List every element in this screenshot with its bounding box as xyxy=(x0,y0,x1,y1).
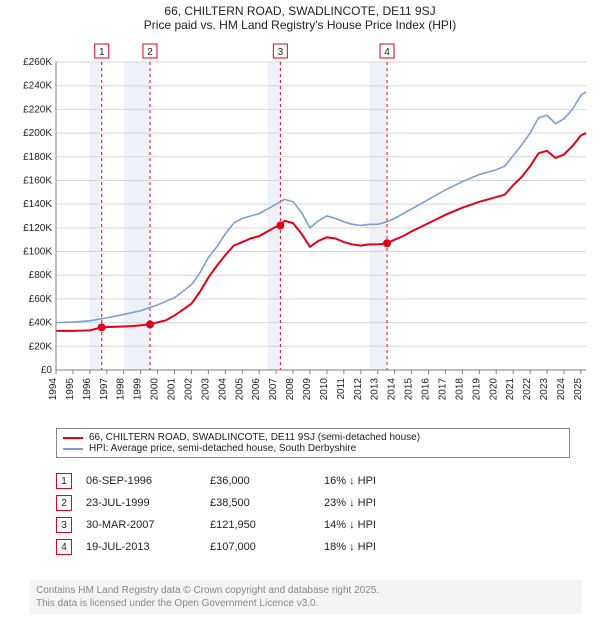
svg-text:£120K: £120K xyxy=(23,223,52,234)
svg-text:2002: 2002 xyxy=(183,378,194,401)
svg-text:2005: 2005 xyxy=(234,378,245,401)
event-number-box: 4 xyxy=(56,539,72,555)
svg-text:£100K: £100K xyxy=(23,247,52,258)
price-chart: £0 £20K £40K £60K £80K £100K £120K £140K £160K £1… xyxy=(8,40,592,420)
event-row: 2 23-JUL-1999 £38,500 23% ↓ HPI xyxy=(56,492,566,514)
event-row: 3 30-MAR-2007 £121,950 14% ↓ HPI xyxy=(56,514,566,536)
svg-text:2010: 2010 xyxy=(319,378,330,401)
event-price: £38,500 xyxy=(210,497,310,509)
legend-label: HPI: Average price, semi-detached house,… xyxy=(89,443,356,454)
svg-text:2025: 2025 xyxy=(573,378,584,401)
svg-text:2003: 2003 xyxy=(200,378,211,401)
event-price: £36,000 xyxy=(210,475,310,487)
svg-text:2006: 2006 xyxy=(251,378,262,401)
event-pct: 16% ↓ HPI xyxy=(324,475,434,487)
svg-text:4: 4 xyxy=(384,47,390,58)
footer-line-1: Contains HM Land Registry data © Crown c… xyxy=(36,584,576,597)
svg-text:£180K: £180K xyxy=(23,152,52,163)
svg-text:3: 3 xyxy=(278,47,284,58)
svg-text:£0: £0 xyxy=(41,365,53,376)
legend-swatch xyxy=(63,437,83,439)
svg-text:£40K: £40K xyxy=(29,318,53,329)
svg-text:2017: 2017 xyxy=(437,378,448,401)
footer-attribution: Contains HM Land Registry data © Crown c… xyxy=(30,580,582,614)
svg-text:2021: 2021 xyxy=(505,378,516,401)
svg-text:£260K: £260K xyxy=(23,57,52,68)
event-pct: 18% ↓ HPI xyxy=(324,541,434,553)
svg-text:2012: 2012 xyxy=(353,378,364,401)
event-number-box: 3 xyxy=(56,517,72,533)
svg-text:2018: 2018 xyxy=(454,378,465,401)
svg-text:2000: 2000 xyxy=(150,378,161,401)
svg-text:£160K: £160K xyxy=(23,175,52,186)
event-date: 19-JUL-2013 xyxy=(86,541,196,553)
svg-text:£240K: £240K xyxy=(23,81,52,92)
svg-text:1998: 1998 xyxy=(116,378,127,401)
legend-label: 66, CHILTERN ROAD, SWADLINCOTE, DE11 9SJ… xyxy=(89,432,420,443)
event-number-box: 1 xyxy=(56,473,72,489)
svg-text:2001: 2001 xyxy=(167,378,178,401)
event-date: 06-SEP-1996 xyxy=(86,475,196,487)
svg-text:2004: 2004 xyxy=(217,378,228,401)
svg-text:2024: 2024 xyxy=(556,378,567,401)
svg-text:£140K: £140K xyxy=(23,199,52,210)
event-row: 4 19-JUL-2013 £107,000 18% ↓ HPI xyxy=(56,536,566,558)
svg-text:2023: 2023 xyxy=(539,378,550,401)
legend-row: 66, CHILTERN ROAD, SWADLINCOTE, DE11 9SJ… xyxy=(63,432,563,443)
chart-svg: £0 £20K £40K £60K £80K £100K £120K £140K £160K £1… xyxy=(8,40,592,420)
event-row: 1 06-SEP-1996 £36,000 16% ↓ HPI xyxy=(56,470,566,492)
svg-text:1995: 1995 xyxy=(65,378,76,401)
svg-text:2009: 2009 xyxy=(302,378,313,401)
event-price: £121,950 xyxy=(210,519,310,531)
svg-text:2: 2 xyxy=(147,47,153,58)
event-date: 23-JUL-1999 xyxy=(86,497,196,509)
svg-text:2014: 2014 xyxy=(387,378,398,401)
event-pct: 14% ↓ HPI xyxy=(324,519,434,531)
event-price: £107,000 xyxy=(210,541,310,553)
svg-text:1997: 1997 xyxy=(99,378,110,401)
svg-text:1994: 1994 xyxy=(48,378,59,401)
svg-text:£20K: £20K xyxy=(29,341,53,352)
svg-text:2019: 2019 xyxy=(471,378,482,401)
svg-text:1999: 1999 xyxy=(133,378,144,401)
legend-row: HPI: Average price, semi-detached house,… xyxy=(63,443,563,454)
svg-text:2011: 2011 xyxy=(336,378,347,400)
event-pct: 23% ↓ HPI xyxy=(324,497,434,509)
svg-text:2015: 2015 xyxy=(404,378,415,401)
title-subtitle: Price paid vs. HM Land Registry's House … xyxy=(0,18,600,32)
legend-swatch xyxy=(63,448,83,450)
svg-text:1996: 1996 xyxy=(82,378,93,401)
svg-text:2022: 2022 xyxy=(522,378,533,401)
svg-text:2008: 2008 xyxy=(285,378,296,401)
svg-text:2020: 2020 xyxy=(488,378,499,401)
event-number-box: 2 xyxy=(56,495,72,511)
svg-text:2016: 2016 xyxy=(421,378,432,401)
legend: 66, CHILTERN ROAD, SWADLINCOTE, DE11 9SJ… xyxy=(56,428,570,458)
svg-text:1: 1 xyxy=(99,47,105,58)
svg-text:£60K: £60K xyxy=(29,294,53,305)
svg-text:2013: 2013 xyxy=(370,378,381,401)
title-address: 66, CHILTERN ROAD, SWADLINCOTE, DE11 9SJ xyxy=(0,4,600,18)
events-table: 1 06-SEP-1996 £36,000 16% ↓ HPI 2 23-JUL-1999… xyxy=(56,470,566,558)
svg-text:£220K: £220K xyxy=(23,104,52,115)
svg-text:£200K: £200K xyxy=(23,128,52,139)
footer-line-2: This data is licensed under the Open Gov… xyxy=(36,597,576,610)
svg-text:2007: 2007 xyxy=(268,378,279,401)
svg-text:£80K: £80K xyxy=(29,270,53,281)
event-date: 30-MAR-2007 xyxy=(86,519,196,531)
